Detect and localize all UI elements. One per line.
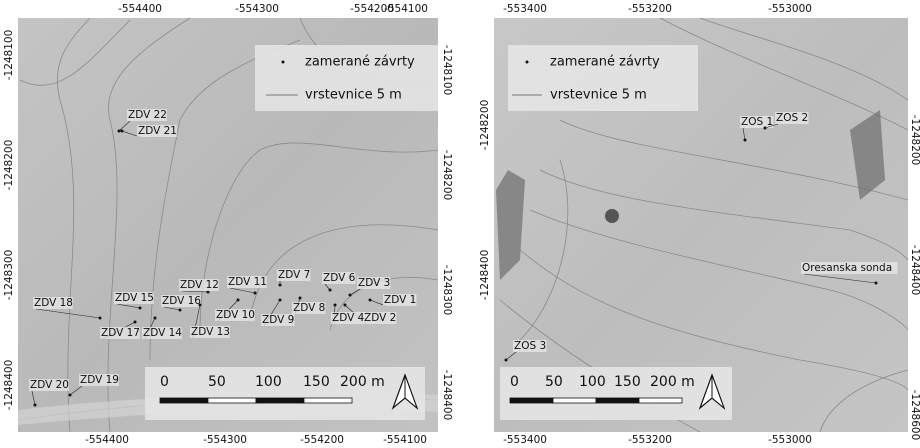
legend-contours: vrstevnice 5 m: [305, 88, 402, 103]
scale-label: 0: [510, 374, 519, 390]
coord-label-right: -1248100: [441, 45, 453, 96]
scale-label: 50: [545, 374, 563, 390]
scale-bar-segment: [160, 398, 208, 403]
coord-label-bottom: -554300: [203, 434, 247, 446]
coord-label-top: -554400: [118, 3, 162, 15]
point-label: ZDV 6: [323, 272, 356, 284]
coord-label-bottom: -554200: [300, 434, 344, 446]
left-map: zamerané závrty vrstevnice 5 m -554400 -5…: [3, 3, 453, 446]
scale-label: 200 m: [340, 374, 385, 390]
scale-label: 0: [160, 374, 169, 390]
point-label: ZDV 19: [80, 374, 119, 386]
coord-label-right: -1248400: [909, 245, 920, 296]
point-label: ZDV 18: [34, 297, 73, 309]
coord-label-top: -554100: [384, 3, 428, 15]
scale-label: 50: [208, 374, 226, 390]
scale-bar-segment: [596, 398, 639, 403]
coord-label-left: -1248400: [479, 250, 491, 301]
point-label: ZDV 16: [162, 295, 201, 307]
coord-label-right: -1248200: [441, 150, 453, 201]
map-figure: zamerané závrty vrstevnice 5 m -554400 -5…: [0, 0, 920, 448]
sinkhole: [605, 209, 619, 223]
coord-label-left: -1248200: [3, 140, 15, 191]
coord-label-bottom: -553400: [503, 434, 547, 446]
point-label: ZDV 17: [101, 327, 140, 339]
scale-bar-segment: [208, 398, 256, 403]
scale-label: 100: [255, 374, 282, 390]
legend-point-symbol: [526, 61, 529, 64]
point-label: ZDV 21: [138, 125, 177, 137]
legend-point-symbol: [282, 61, 285, 64]
scale-bar-segment: [304, 398, 352, 403]
coord-label-bottom: -553000: [768, 434, 812, 446]
coord-label-top: -553200: [628, 3, 672, 15]
coord-label-bottom: -554400: [85, 434, 129, 446]
point-label: ZOS 2: [776, 112, 808, 124]
scale-label: 100: [579, 374, 606, 390]
point-label: ZDV 10: [216, 309, 255, 321]
scale-label: 200 m: [650, 374, 695, 390]
scale-label: 150: [614, 374, 641, 390]
coord-label-bottom: -554100: [383, 434, 427, 446]
coord-label-left: -1248100: [3, 30, 15, 81]
scale-bar-segment: [553, 398, 596, 403]
coord-label-right: -1248400: [441, 370, 453, 421]
point-label: ZDV 20: [30, 379, 69, 391]
point-label: ZDV 8: [293, 302, 325, 314]
point-label: ZDV 3: [358, 277, 390, 289]
point-label: Oresanska sonda: [802, 262, 892, 274]
legend-contours: vrstevnice 5 m: [550, 88, 647, 103]
coord-label-left: -1248200: [479, 100, 491, 151]
point-label: ZDV 15: [115, 292, 154, 304]
coord-label-right: -1248600: [909, 390, 920, 441]
scale-bar-segment: [639, 398, 682, 403]
right-map: zamerané závrty vrstevnice 5 m -553400 -5…: [479, 3, 920, 446]
point-label: ZDV 11: [228, 276, 267, 288]
point-label: ZDV 12: [180, 279, 219, 291]
coord-label-top: -553000: [768, 3, 812, 15]
coord-label-top: -554300: [235, 3, 279, 15]
scale-bar-segment: [510, 398, 553, 403]
coord-label-right: -1248200: [909, 115, 920, 166]
point-label: ZDV 22: [128, 109, 167, 121]
point-label: ZDV 13: [191, 326, 230, 338]
coord-label-left: -1248300: [3, 250, 15, 301]
legend-points: zamerané závrty: [305, 55, 415, 70]
legend-points: zamerané závrty: [550, 55, 660, 70]
coord-label-right: -1248300: [441, 265, 453, 316]
point-label: ZDV 9: [262, 314, 294, 326]
point-label: ZDV 2: [364, 312, 396, 324]
point-label: ZDV 14: [143, 327, 182, 339]
scale-bar-segment: [256, 398, 304, 403]
point-label: ZOS 1: [741, 116, 773, 128]
point-label: ZDV 1: [384, 294, 416, 306]
point-label: ZDV 4: [332, 312, 365, 324]
scale-label: 150: [303, 374, 330, 390]
coord-label-top: -553400: [503, 3, 547, 15]
coord-label-left: -1248400: [3, 360, 15, 411]
point-label: ZOS 3: [514, 340, 546, 352]
coord-label-bottom: -553200: [628, 434, 672, 446]
point-label: ZDV 7: [278, 269, 310, 281]
